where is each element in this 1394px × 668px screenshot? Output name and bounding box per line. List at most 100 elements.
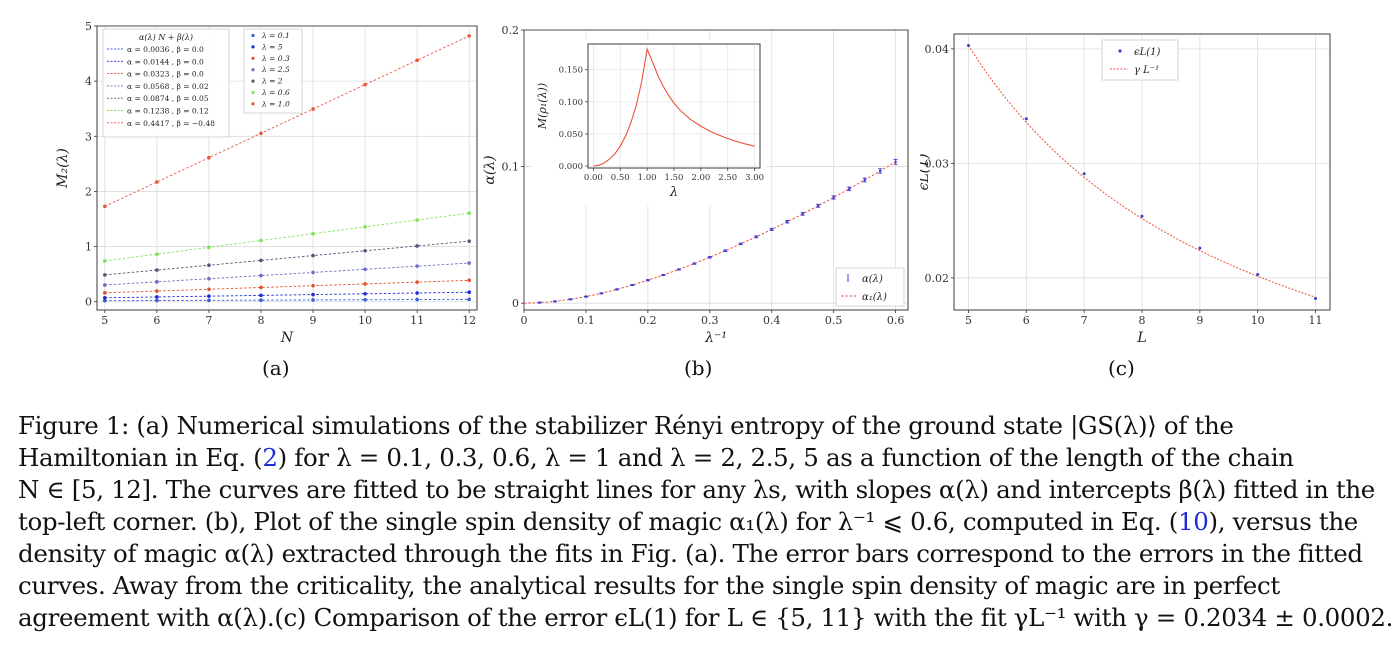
data-point [155,298,159,303]
figure-panel-b: 0 0.1 0.2 0.3 0.4 0.5 0.6 0 0.1 0.2 λ⁻¹ α(λ) α(λ) α₁(… [480,0,920,349]
x-tick-label: 0.2 [639,314,657,327]
data-point [363,291,367,296]
data-point [259,293,263,298]
inset-x-tick-label: 1.50 [665,173,684,183]
data-point [878,169,882,173]
data-point [259,258,263,263]
data-point [1314,297,1318,301]
legend-box [1101,39,1179,81]
data-point [207,287,211,292]
data-point [708,256,712,259]
data-point [103,291,107,295]
data-point [615,288,619,291]
data-legend-label: λ = 2 [261,77,283,86]
data-point [724,249,727,252]
data-point [103,298,107,303]
data-legend-label: λ = 0.3 [261,54,290,63]
data-point [207,294,211,298]
fit-line [104,212,470,262]
data-point [415,264,419,268]
fit-line [104,291,470,299]
data-point [662,273,665,277]
fit-legend-label: α = 0.0323 , β = 0.0 [127,70,204,79]
fit-legend-label: α = 0.1238 , β = 0.12 [127,107,209,116]
panel-label-b: (b) [684,356,713,380]
data-point [467,34,471,38]
data-legend-label: λ = 1.0 [261,99,290,108]
chart-b: 0 0.1 0.2 0.3 0.4 0.5 0.6 0 0.1 0.2 λ⁻¹ α(λ) α(λ) α₁(… [482,24,909,346]
y-tick-label: 0.03 [925,157,950,170]
data-point [631,283,634,287]
plot-border [953,33,1331,311]
fit-legend-label: α = 0.0036 , β = 0.0 [127,45,204,54]
data-point [363,297,367,302]
panel-label-a: (a) [262,356,290,380]
y-tick-label: 0.02 [925,272,950,285]
equation-ref-link[interactable]: 2 [262,443,278,472]
inset-y-axis-label: M(ρ₁(λ)) [536,83,549,130]
equation-ref-link[interactable]: 10 [1178,507,1209,536]
x-tick-label: 0.3 [701,314,719,327]
caption-text: Figure 1: (a) Numerical simulations of t… [18,411,1234,440]
data-legend-marker [251,79,255,83]
data-legend-label: λ = 0.6 [261,88,290,97]
data-point [259,285,263,290]
legend-label: γ L⁻¹ [1134,65,1159,76]
caption-text: N ∈ [5, 12]. The curves are fitted to be… [18,475,1375,504]
data-point [415,291,419,295]
fit-legend-box [102,28,230,138]
data-point [467,297,471,302]
data-point [415,244,419,248]
data-point [770,228,773,231]
x-tick-label: 10 [358,314,372,327]
legend-label: α₁(λ) [862,292,887,303]
chart-c: 5 6 7 8 9 10 11 0.02 0.03 0.04 LϵL(1) ϵL(1) γ L⁻¹ [916,33,1331,346]
x-tick-label: 10 [1251,314,1265,327]
x-tick-label: 11 [410,314,424,327]
data-point [755,235,758,238]
data-point [103,204,107,209]
data-point [155,180,159,184]
caption-text: curves. Away from the criticality, the a… [18,571,1280,600]
caption-line: Hamiltonian in Eq. (2) for λ = 0.1, 0.3,… [18,442,1390,474]
caption-line: top-left corner. (b), Plot of the single… [18,506,1390,538]
data-point [311,231,315,236]
inset-border [587,43,761,169]
data-point [207,276,211,281]
data-point [1256,272,1260,276]
legend-label: α(λ) [862,274,883,285]
legend-label: ϵL(1) [1134,47,1161,58]
data-legend-marker [251,102,255,106]
data-point [207,245,211,250]
x-tick-label: 9 [310,314,317,327]
panel-label-c: (c) [1108,356,1135,380]
y-tick-label: 1 [85,241,92,254]
data-point [467,261,471,265]
caption-text: agreement with α(λ).(c) Comparison of th… [18,603,1394,632]
data-point [415,218,419,222]
data-legend-marker [251,56,255,60]
data-point [259,273,263,278]
data-point [646,279,650,282]
fit-line [104,35,470,207]
caption-line: curves. Away from the criticality, the a… [18,570,1390,602]
inset-x-tick-label: 1.00 [638,173,657,183]
data-point [894,160,897,164]
data-point [415,297,419,302]
legend-box [835,267,905,307]
inset-y-tick-label: 0.100 [559,98,583,108]
caption-text: Hamiltonian in Eq. ( [18,443,263,472]
y-tick-label: 0 [512,297,519,310]
data-point [1082,172,1086,176]
inset-x-tick-label: 2.00 [691,173,710,183]
data-legend-label: λ = 5 [261,42,283,51]
data-point [155,268,159,272]
data-point [1198,246,1202,250]
data-point [311,253,315,258]
y-tick-label: 0.2 [502,24,520,37]
data-point [847,187,851,191]
data-point [311,270,315,275]
data-point [207,298,211,303]
data-point [467,211,471,215]
